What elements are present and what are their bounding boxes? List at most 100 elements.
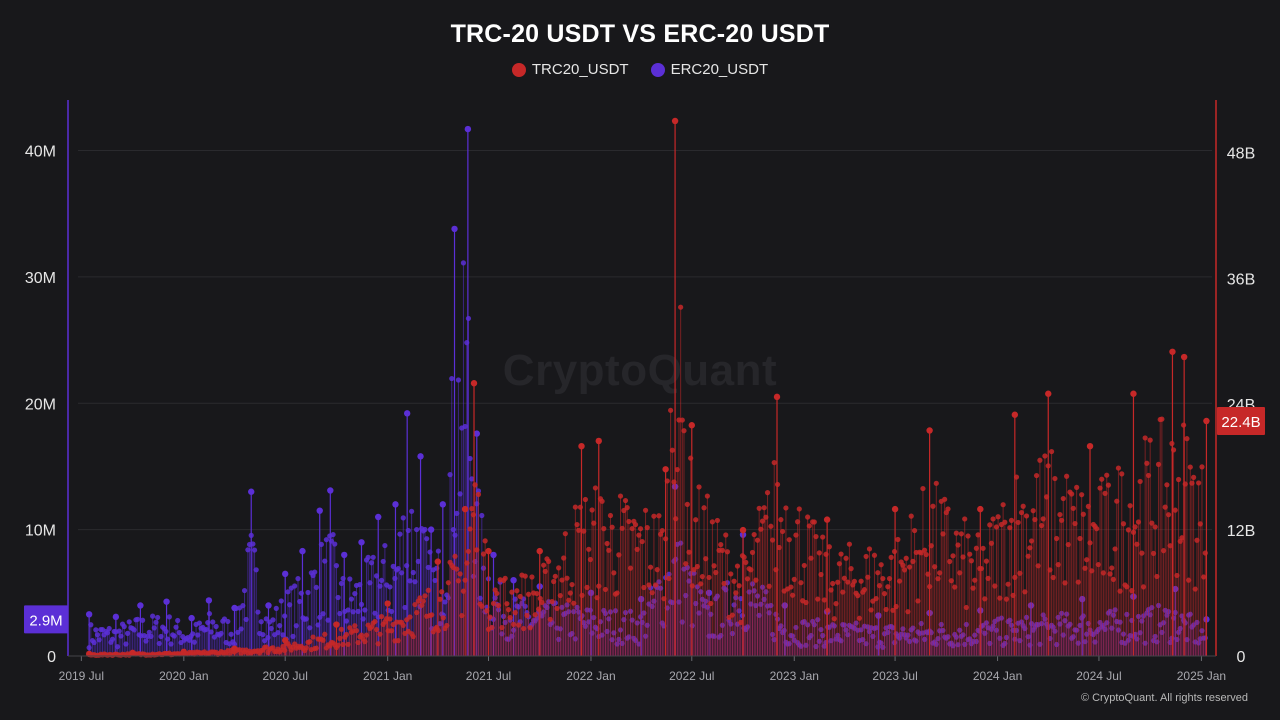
series-point [1079,492,1085,498]
series-spike-point [327,487,334,494]
series-point [995,514,1001,520]
series-point [1023,513,1030,519]
series-point [1191,474,1197,480]
series-point [851,578,858,584]
y-left-tick-label: 30M [25,270,56,287]
series-point [210,619,216,625]
series-point [225,618,231,625]
series-spike-point [470,380,478,387]
series-point [624,505,630,511]
series-point [150,613,156,619]
trc-last-value-badge-bg [1217,407,1265,436]
y-right-tick-label: 48B [1227,145,1255,162]
series-point [1187,464,1193,470]
series-point [176,630,182,636]
x-tick-label: 2024 Jul [1076,669,1121,683]
series-point [502,575,508,581]
series-point [895,536,901,543]
series-point [1094,526,1100,532]
series-point [387,584,393,590]
series-point [975,532,981,538]
series-point [644,525,650,531]
series-point [439,589,445,595]
series-point [1020,503,1026,509]
series-point [285,589,291,595]
series-spike-point [977,505,984,513]
series-point [965,533,971,539]
series-point [771,459,777,466]
series-point [724,549,731,555]
series-point [955,542,961,548]
series-point [947,558,953,565]
series-point [552,573,558,579]
series-spike-point [417,453,424,460]
series-point [1037,457,1043,463]
series-point [529,574,535,580]
series-point [967,551,973,557]
series-point [647,564,654,570]
y-left-tick-label: 40M [25,144,56,161]
series-point [651,513,657,519]
series-point [457,571,463,577]
series-spike-point [129,649,136,657]
series-point [942,496,948,502]
series-point [688,455,694,461]
series-spike-point [662,466,669,473]
series-point [1144,460,1150,466]
erc-last-value-badge-bg [24,605,68,634]
series-point [278,598,284,604]
y-right-tick-label: 0 [1237,649,1246,666]
series-point [196,620,203,626]
series-point [1048,448,1055,455]
legend-item-trc20[interactable]: TRC20_USDT [511,61,629,78]
series-point [764,490,771,496]
series-spike-point [485,547,492,555]
series-point [933,480,939,486]
series-point [475,491,482,497]
series-point [116,628,122,634]
series-spike-point [163,598,170,605]
x-tick-label: 2024 Jan [973,669,1022,683]
series-point [900,562,906,568]
series-point [427,549,433,555]
legend-item-erc20[interactable]: ERC20_USDT [650,61,768,78]
series-point [1099,476,1105,482]
series-point [601,526,607,532]
erc-last-value-badge-text: 2.9M [29,612,62,629]
series-spike-point [384,600,391,607]
series-point [589,507,595,513]
copyright-notice: © CryptoQuant. All rights reserved [1080,692,1248,704]
series-point [656,513,662,519]
series-point [414,526,420,533]
series-point [435,548,441,554]
series-point [609,524,615,530]
series-point [1074,484,1080,490]
series-point [460,260,467,266]
series-spike-point [739,526,747,534]
series-spike-point [461,505,469,513]
series-point [604,540,610,547]
series-point [292,583,298,589]
series-spike-point [1086,442,1094,450]
series-point [1008,517,1015,523]
series-point [562,531,568,537]
trc-last-value-badge: 22.4B [1217,407,1265,436]
series-point [134,616,141,622]
x-tick-label: 2023 Jan [770,669,819,683]
series-point [1033,472,1040,479]
x-tick-label: 2020 Jul [263,669,308,683]
series-point [569,581,575,588]
series-spike-point [1169,348,1176,355]
series-spike-point [281,570,289,578]
series-point [1060,495,1066,502]
series-point [1149,520,1155,526]
series-spike-point [1180,353,1188,361]
series-point [494,590,500,597]
series-spike-point [205,597,213,604]
series-point [338,626,345,632]
legend-dot-trc20 [511,62,526,77]
series-point [410,569,416,576]
series-point [310,634,316,640]
series-point [1002,519,1008,525]
